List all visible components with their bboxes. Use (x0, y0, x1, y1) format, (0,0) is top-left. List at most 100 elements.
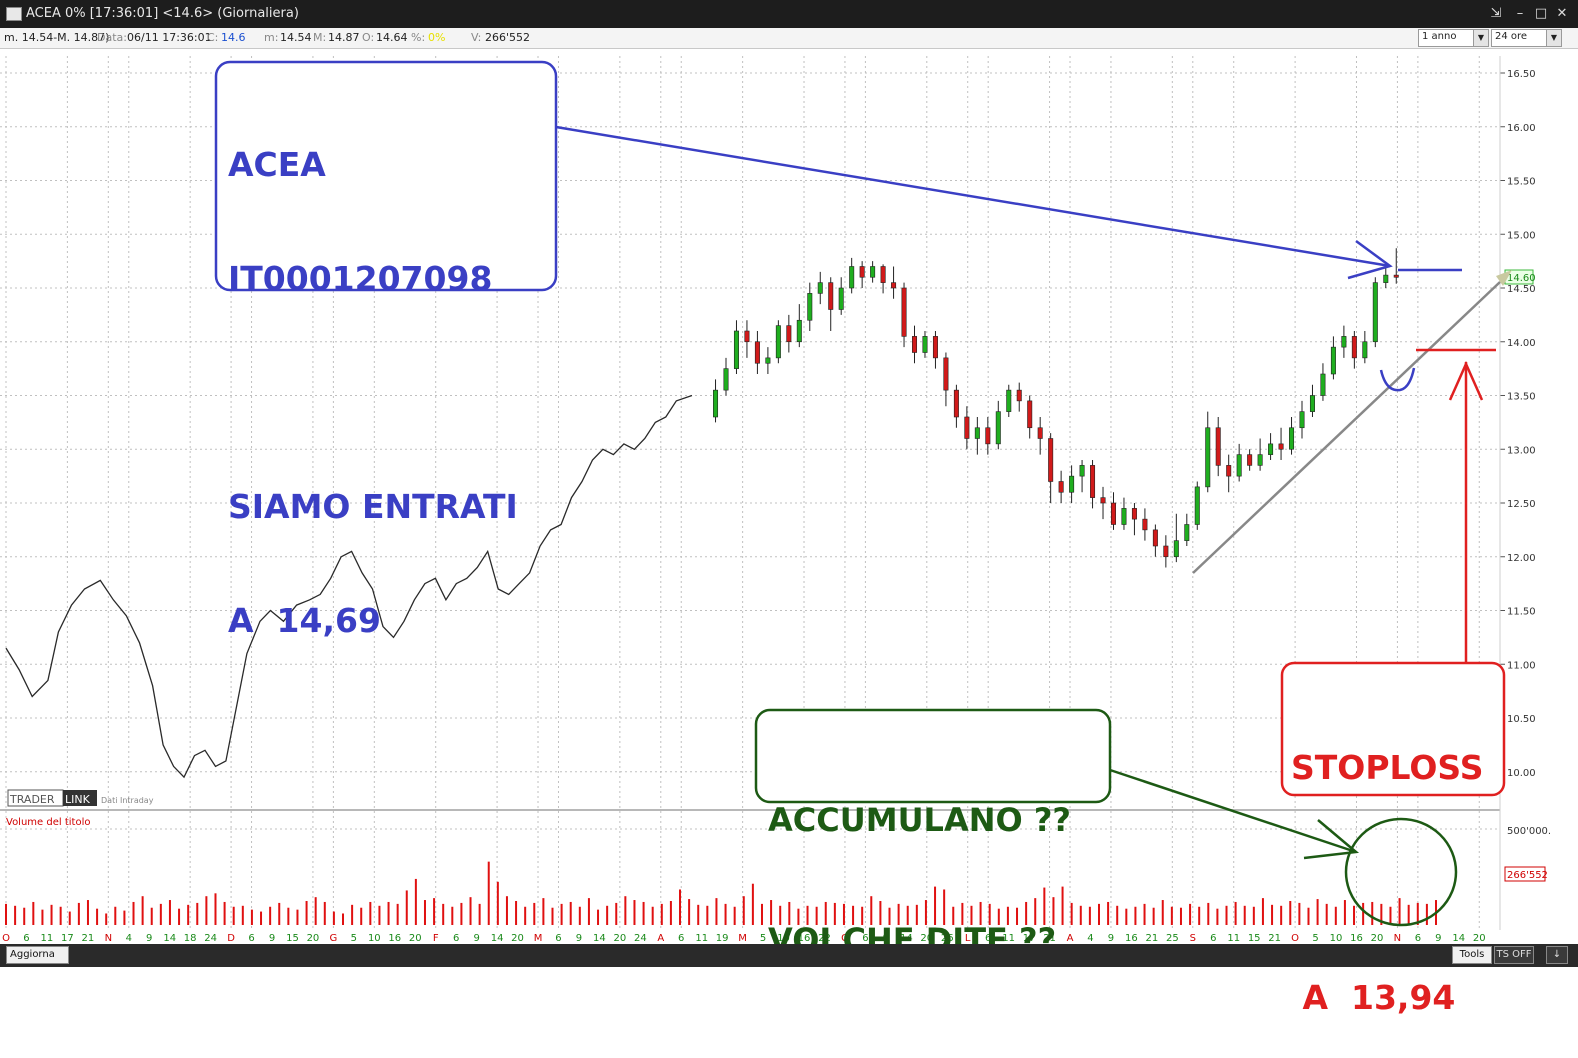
scroll-end-icon[interactable]: ↓ (1546, 946, 1568, 964)
restore-icon[interactable]: ⇲ (1490, 6, 1502, 21)
date-value: 06/11 17:36:01 (127, 31, 212, 44)
maximize-icon[interactable]: □ (1534, 6, 1548, 21)
volume-bar (569, 901, 572, 925)
candle-up (1184, 524, 1190, 541)
volume-bar (132, 901, 135, 925)
volume-bar (870, 896, 873, 925)
x-tick-label: 20 (307, 933, 320, 944)
candle-up (733, 330, 739, 369)
price-chart[interactable]: 16.50 16.00 15.50 15.00 14.50 14.00 13.50 13.00… (0, 48, 1578, 944)
volume-bar (724, 903, 727, 925)
candle (1309, 384, 1315, 417)
candle (1320, 363, 1326, 401)
candle-up (1205, 427, 1211, 488)
volume-bar (196, 902, 199, 925)
candle (765, 347, 771, 374)
tools-button[interactable]: Tools (1452, 946, 1492, 964)
volume-bar (915, 904, 918, 925)
price-series (5, 248, 1399, 779)
candle (1184, 513, 1190, 546)
interval-select[interactable]: 24 ore ▼ (1491, 29, 1562, 47)
y-tick-label: 12.00 (1507, 553, 1536, 564)
candle-down (1351, 336, 1357, 359)
x-tick-label: 18 (184, 933, 197, 944)
candle-up (1268, 443, 1274, 455)
ts-toggle-button[interactable]: TS OFF (1494, 946, 1534, 964)
volume-bar (1116, 905, 1119, 925)
candle (1341, 325, 1347, 358)
volume-bar (1043, 887, 1046, 925)
min-value: 14.54 (280, 31, 312, 44)
candle-up (1257, 454, 1263, 466)
close-icon[interactable]: ✕ (1556, 6, 1568, 21)
candle-down (1090, 465, 1096, 498)
price-axis: 16.50 16.00 15.50 15.00 14.50 14.00 13.50 13.00… (1500, 69, 1536, 779)
close-label: C: (207, 31, 219, 44)
trend-line (1192, 281, 1501, 574)
volume-bar (615, 902, 618, 925)
candle-down (1037, 427, 1043, 439)
price-line (5, 394, 693, 779)
volume-bar (451, 906, 454, 925)
volume-bar (688, 899, 691, 925)
volume-bar (41, 909, 44, 925)
volume-bar (1380, 903, 1383, 925)
candle (1142, 508, 1148, 541)
x-tick-label: L (965, 933, 971, 944)
candle-up (974, 427, 980, 439)
refresh-button[interactable]: Aggiorna (6, 946, 69, 964)
candle-up (1383, 274, 1389, 283)
candle (1058, 470, 1064, 503)
candle-up (838, 287, 844, 310)
candle-down (880, 266, 886, 283)
stoploss-arrowhead (1448, 360, 1484, 401)
candle (1194, 481, 1200, 530)
x-tick-label: 20 (1473, 933, 1486, 944)
candle (943, 352, 949, 407)
candle (1027, 395, 1033, 439)
volume-bar (997, 908, 1000, 925)
candle (859, 261, 865, 288)
volume-bar (1052, 897, 1055, 925)
volume-bar (924, 900, 927, 925)
volume-bar (833, 902, 836, 925)
volume-bar (305, 901, 308, 925)
volume-bar (897, 903, 900, 925)
candle (849, 257, 855, 294)
volume-bar (1225, 905, 1228, 925)
x-tick-label: 14 (163, 933, 176, 944)
candle-up (807, 293, 813, 321)
x-tick-label: 11 (41, 933, 54, 944)
volume-bar (378, 905, 381, 925)
candle (932, 331, 938, 369)
volume-bar (442, 903, 445, 925)
quote-infobar: m. 14.54-M. 14.87) Data: 06/11 17:36:01 … (0, 28, 1578, 49)
volume-bar (287, 907, 290, 925)
x-tick-label: 5 (351, 933, 357, 944)
volume-bar (369, 901, 372, 925)
volume-bar (241, 905, 244, 925)
candle (754, 331, 760, 374)
period-select[interactable]: 1 anno ▼ (1418, 29, 1489, 47)
volume-bar (1088, 906, 1091, 925)
volume-bar (779, 905, 782, 925)
x-tick-label: O (2, 933, 10, 944)
volume-bar (1170, 906, 1173, 925)
candle-up (922, 336, 928, 353)
candle (1173, 513, 1179, 563)
candle-up (765, 357, 771, 364)
candle (807, 282, 813, 331)
candle (1131, 503, 1137, 536)
volume-bar (487, 861, 490, 925)
minimize-icon[interactable]: – (1516, 6, 1524, 21)
volume-bar (1325, 903, 1328, 925)
volume-bar (50, 904, 53, 925)
candle-up (796, 319, 802, 343)
volume-bar (414, 878, 417, 925)
candle (1121, 497, 1127, 530)
candle-down (912, 336, 918, 353)
candle-down (1110, 502, 1116, 525)
x-tick-label: 26 (941, 933, 954, 944)
volume-bar (1362, 902, 1365, 925)
candle (922, 331, 928, 358)
